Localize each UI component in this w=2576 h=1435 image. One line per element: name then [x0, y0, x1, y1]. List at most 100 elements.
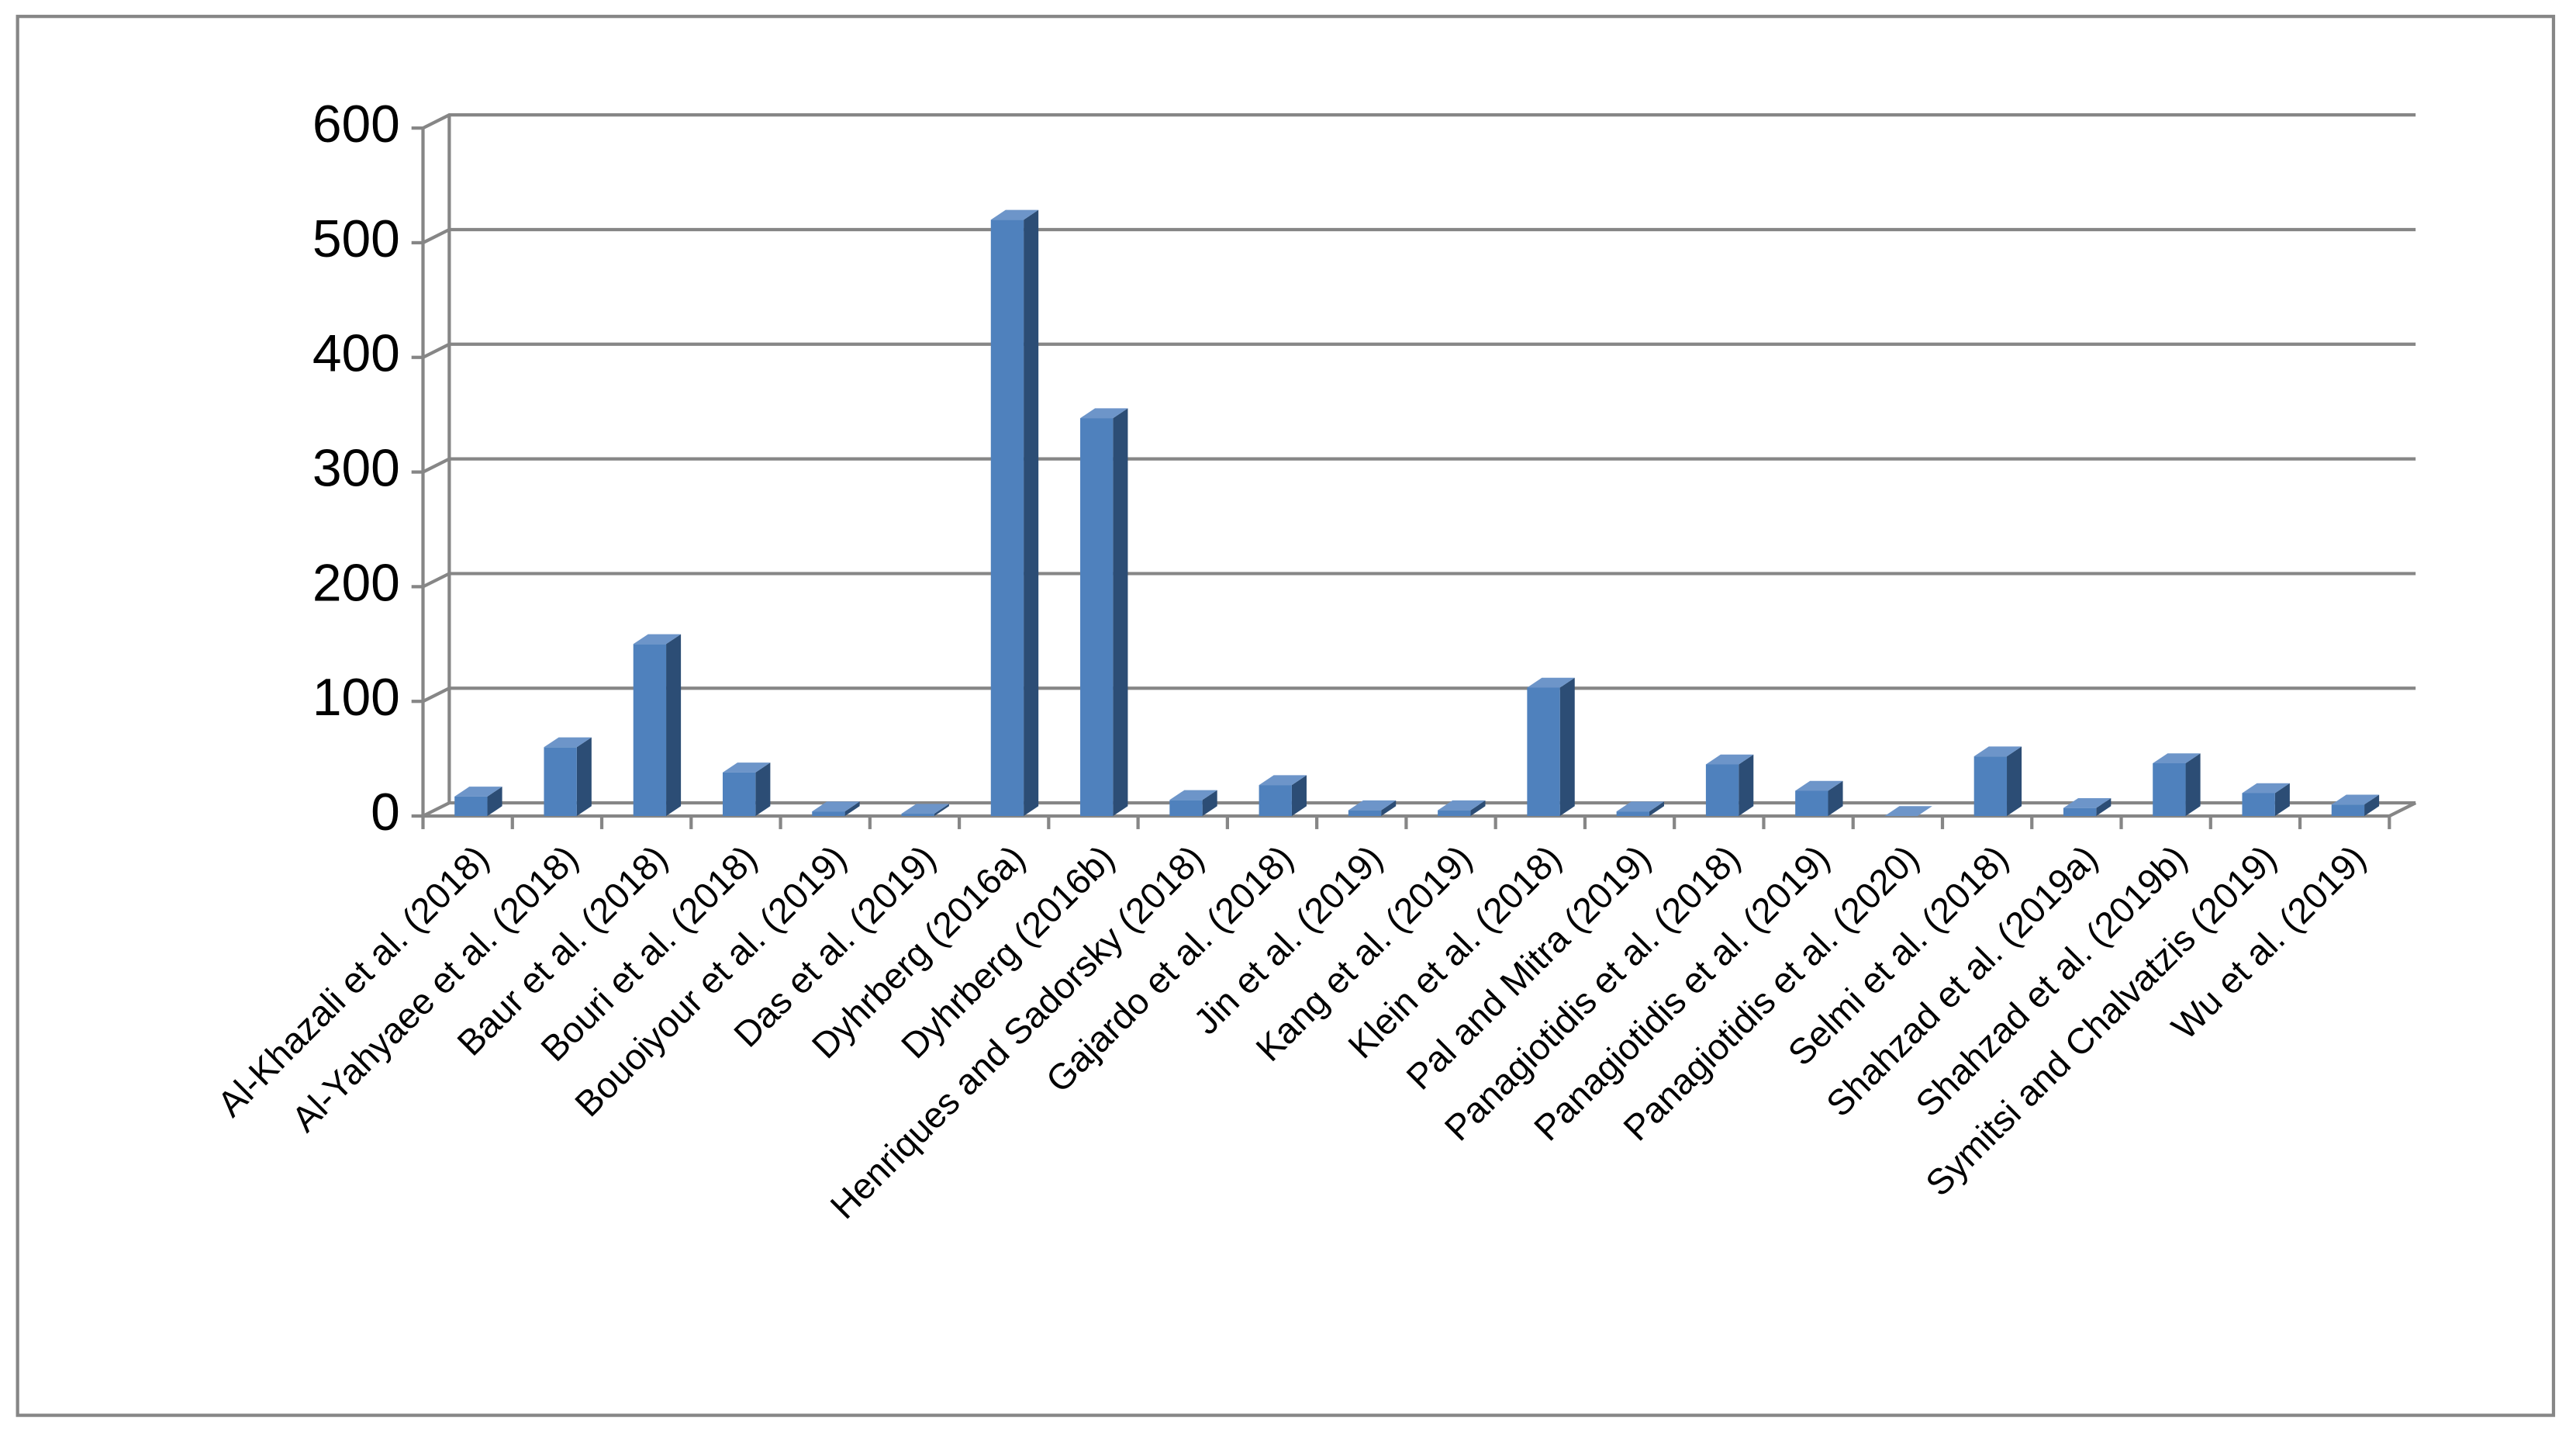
bar — [1348, 800, 1397, 817]
bar-top — [1973, 746, 2022, 757]
bar-side — [576, 737, 592, 817]
bar-front — [1527, 687, 1560, 817]
bar-front — [2153, 763, 2186, 817]
bar — [722, 762, 771, 817]
bar-top — [454, 787, 502, 797]
bar-side — [1470, 800, 1486, 817]
bar-top — [2242, 783, 2290, 794]
bar-side — [2185, 753, 2201, 817]
bar — [1259, 775, 1307, 817]
bar-side — [666, 634, 682, 817]
bar — [1527, 677, 1575, 817]
bar-side — [2364, 794, 2380, 817]
bar-side — [2096, 797, 2112, 817]
y-tick-label: 500 — [313, 210, 400, 268]
bar-front — [2063, 807, 2097, 817]
bar-side — [1024, 209, 1039, 817]
bar-front — [454, 796, 488, 817]
bar-top — [990, 209, 1039, 220]
y-tick-label: 600 — [313, 95, 400, 154]
bar — [990, 209, 1039, 817]
bar — [633, 634, 682, 817]
bar-top — [901, 804, 949, 814]
bar-top — [1527, 677, 1575, 688]
y-tick-label: 200 — [313, 554, 400, 612]
bar — [1080, 408, 1128, 817]
bar-side — [934, 804, 949, 817]
bar-front — [1705, 764, 1739, 817]
bar-front — [1616, 811, 1649, 817]
bar-front — [544, 747, 577, 817]
bar-side — [755, 762, 771, 817]
bar-top — [1795, 780, 1843, 791]
y-tick-label: 0 — [371, 783, 400, 842]
bar-top — [2063, 797, 2112, 808]
bar-front — [1348, 810, 1382, 817]
grid-line — [422, 113, 2416, 130]
bar-side — [1202, 790, 1217, 817]
bar-top — [1348, 800, 1397, 811]
bar-top — [2153, 753, 2201, 764]
grid-line — [422, 800, 2416, 818]
bar — [1438, 800, 1486, 817]
bar — [1795, 780, 1843, 817]
bar-front — [2242, 793, 2275, 817]
bar — [2242, 783, 2290, 817]
bar-top — [812, 801, 860, 812]
bar — [544, 737, 592, 817]
bar-side — [1113, 408, 1128, 817]
bar — [454, 787, 502, 817]
bar-side — [2007, 746, 2022, 817]
bar-front — [990, 220, 1024, 817]
bar — [812, 801, 860, 817]
bar — [1169, 790, 1217, 817]
bar-side — [487, 787, 502, 817]
bar — [2331, 794, 2380, 817]
grid-line — [422, 227, 2416, 244]
chart-border — [16, 15, 2556, 1417]
bar — [1705, 754, 1754, 817]
bar-side — [2274, 783, 2290, 817]
y-tick-label: 400 — [313, 325, 400, 383]
bar-front — [1973, 756, 2008, 817]
bar-top — [1705, 754, 1754, 765]
bar-front — [1169, 800, 1203, 817]
y-tick-label: 300 — [313, 439, 400, 497]
bar-side — [1739, 754, 1754, 817]
bar — [2063, 797, 2112, 817]
bar-side — [844, 801, 860, 817]
bar-top — [1259, 775, 1307, 786]
bar-side — [1381, 800, 1397, 817]
bar — [901, 804, 949, 817]
bar-side — [1828, 780, 1843, 817]
bar-front — [2331, 804, 2365, 817]
bar-top — [1080, 408, 1128, 419]
bar-side — [1559, 677, 1575, 817]
bar-front — [812, 811, 845, 817]
bar-front — [1438, 810, 1471, 817]
bar — [1884, 806, 1932, 817]
bar — [2153, 753, 2201, 817]
grid-line — [422, 342, 2416, 359]
y-tick-label: 100 — [313, 669, 400, 727]
bar-front — [1080, 418, 1114, 817]
grid-line — [422, 572, 2416, 589]
bar-top — [544, 737, 592, 748]
bar-front — [901, 814, 934, 817]
grid-line — [422, 686, 2416, 704]
bar-top — [1884, 806, 1932, 817]
bar-top — [1169, 790, 1217, 800]
bar-side — [1291, 775, 1307, 817]
bar — [1973, 746, 2022, 817]
bar-side — [1649, 801, 1665, 817]
bar — [1616, 801, 1665, 817]
bar-front — [722, 772, 756, 817]
bar-top — [2331, 794, 2380, 805]
bar-top — [1438, 800, 1486, 811]
bar-front — [633, 644, 667, 817]
bar-top — [633, 634, 682, 645]
bar-front — [1259, 785, 1292, 817]
grid-line — [422, 457, 2416, 474]
bar-top — [722, 762, 771, 773]
